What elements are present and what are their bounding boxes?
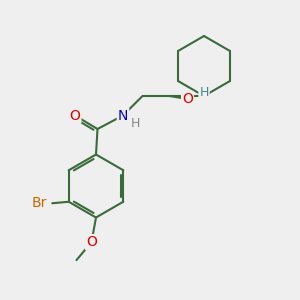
Text: H: H	[199, 86, 209, 100]
Text: Br: Br	[32, 196, 47, 210]
Text: O: O	[182, 92, 193, 106]
Text: O: O	[70, 109, 80, 122]
Text: N: N	[118, 109, 128, 122]
Text: H: H	[131, 117, 140, 130]
Text: O: O	[86, 235, 97, 249]
